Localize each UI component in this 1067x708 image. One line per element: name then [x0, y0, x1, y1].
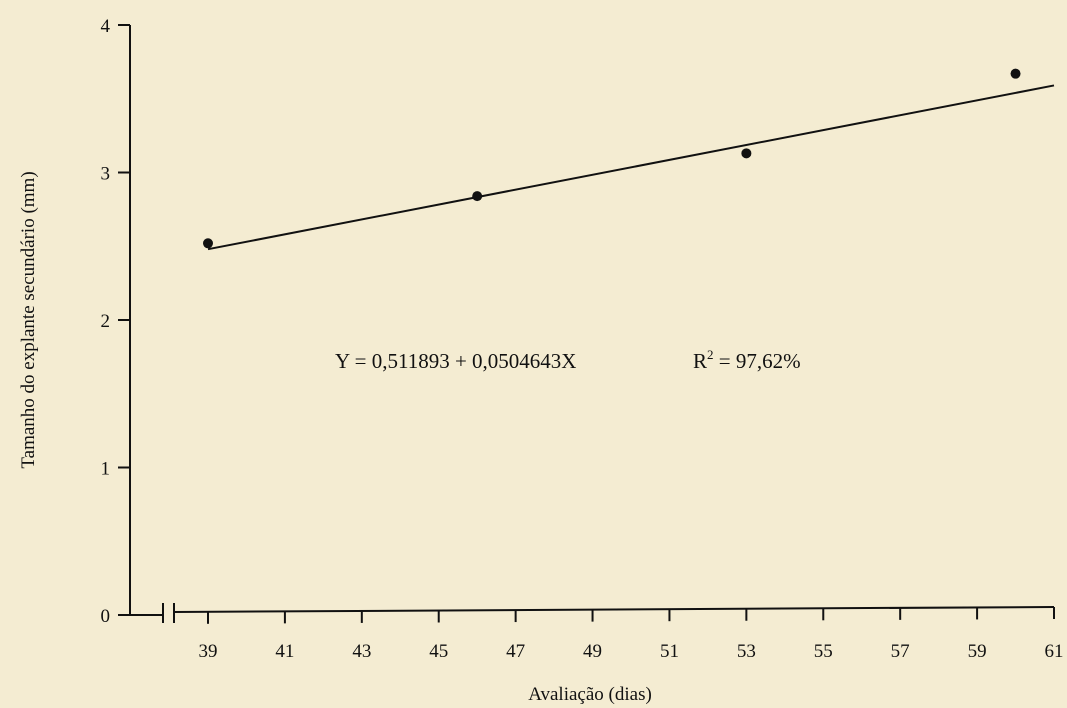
- x-tick-label: 47: [506, 641, 525, 662]
- regression-equation: Y = 0,511893 + 0,0504643X: [335, 349, 576, 373]
- x-tick-label: 61: [1045, 641, 1064, 662]
- data-point: [1010, 68, 1021, 79]
- data-point: [741, 148, 752, 159]
- r2-value: = 97,62%: [714, 349, 801, 373]
- x-tick-label: 39: [199, 641, 218, 662]
- y-tick-label: 0: [101, 606, 111, 627]
- r2-prefix: R: [693, 349, 707, 373]
- r2-exponent: 2: [707, 347, 714, 362]
- y-tick-label: 4: [101, 16, 111, 37]
- y-tick-label: 2: [101, 311, 111, 332]
- data-point: [203, 238, 213, 249]
- x-tick-label: 41: [275, 641, 294, 662]
- y-tick-label: 1: [101, 459, 111, 480]
- r-squared-annotation: R2 = 97,62%: [693, 347, 801, 373]
- x-tick-label: 55: [814, 641, 833, 662]
- y-axis-title: Tamanho do explante secundário (mm): [18, 171, 39, 468]
- x-axis-ticks: 39 41 43 45 47 49 51 53 55 57 59 61: [199, 607, 1064, 662]
- x-tick-label: 51: [660, 641, 679, 662]
- x-tick-label: 43: [352, 641, 371, 662]
- x-axis-line-right: [173, 606, 1055, 613]
- data-point: [472, 191, 483, 202]
- x-axis: [122, 603, 1055, 623]
- y-tick-label: 3: [101, 164, 111, 185]
- data-points: [203, 68, 1021, 249]
- regression-line: [207, 84, 1055, 251]
- x-tick-label: 45: [429, 641, 448, 662]
- x-tick-label: 49: [583, 641, 602, 662]
- x-tick-label: 57: [891, 641, 910, 662]
- x-tick-label: 59: [968, 641, 987, 662]
- x-tick-label: 53: [737, 641, 756, 662]
- x-axis-title: Avaliação (dias): [528, 684, 652, 705]
